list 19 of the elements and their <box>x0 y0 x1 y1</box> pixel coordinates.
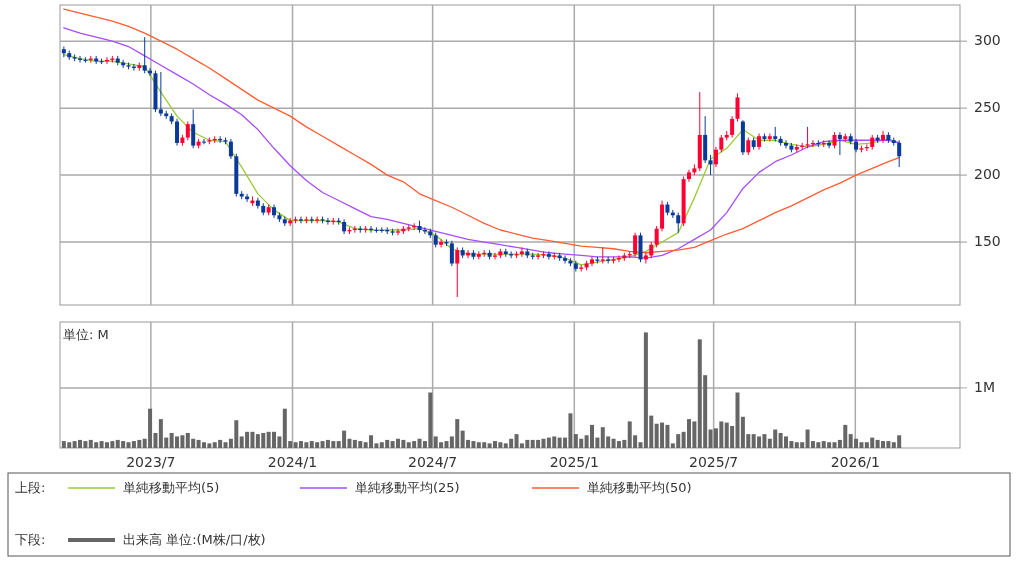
legend-label: 単純移動平均(25) <box>355 479 460 495</box>
legend: 下段: 出来高 単位:(M株/口/枚) <box>15 531 266 547</box>
y-tick-label: 200 <box>974 166 1001 183</box>
legend-label: 単純移動平均(5) <box>123 479 220 495</box>
legend-label: 単純移動平均(50) <box>587 479 692 495</box>
legend-title: 上段: <box>15 479 46 495</box>
x-tick-label: 2023/7 <box>126 454 176 470</box>
x-tick-label: 2026/1 <box>830 454 880 470</box>
y-tick-label: 250 <box>974 99 1001 116</box>
x-tick-label: 2025/1 <box>549 454 599 470</box>
legend-title: 下段: <box>15 531 46 547</box>
x-tick-label: 2025/7 <box>689 454 739 470</box>
legend-label: 出来高 単位:(M株/口/枚) <box>123 531 266 547</box>
y-tick-label: 300 <box>974 32 1001 49</box>
annotation: 単位: M <box>63 327 109 342</box>
ref-line-label: 1M <box>974 378 995 395</box>
x-tick-label: 2024/1 <box>267 454 318 470</box>
x-tick-label: 2024/7 <box>407 454 458 470</box>
y-tick-label: 150 <box>974 233 1001 250</box>
